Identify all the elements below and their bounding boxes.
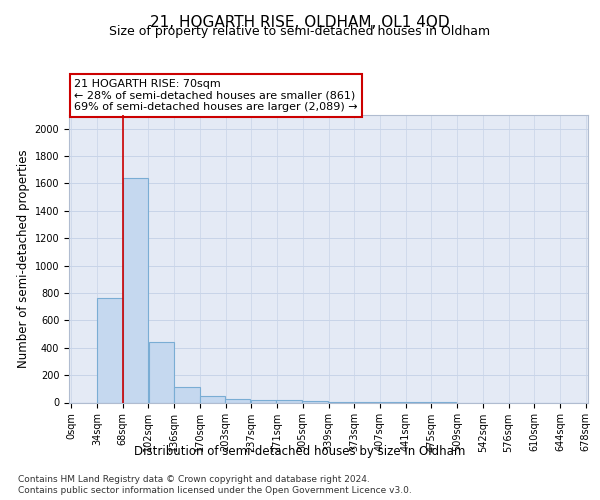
Bar bbox=[174, 387, 200, 402]
Text: Size of property relative to semi-detached houses in Oldham: Size of property relative to semi-detach… bbox=[109, 25, 491, 38]
Y-axis label: Number of semi-detached properties: Number of semi-detached properties bbox=[17, 150, 31, 368]
Bar bbox=[200, 396, 225, 402]
Bar bbox=[149, 342, 174, 402]
Text: 21, HOGARTH RISE, OLDHAM, OL1 4QD: 21, HOGARTH RISE, OLDHAM, OL1 4QD bbox=[150, 15, 450, 30]
Text: 21 HOGARTH RISE: 70sqm
← 28% of semi-detached houses are smaller (861)
69% of se: 21 HOGARTH RISE: 70sqm ← 28% of semi-det… bbox=[74, 79, 358, 112]
Bar bbox=[225, 398, 250, 402]
Bar bbox=[123, 178, 148, 402]
Bar bbox=[97, 298, 122, 403]
Bar bbox=[277, 400, 302, 402]
Text: Contains public sector information licensed under the Open Government Licence v3: Contains public sector information licen… bbox=[18, 486, 412, 495]
Text: Contains HM Land Registry data © Crown copyright and database right 2024.: Contains HM Land Registry data © Crown c… bbox=[18, 475, 370, 484]
Text: Distribution of semi-detached houses by size in Oldham: Distribution of semi-detached houses by … bbox=[134, 445, 466, 458]
Bar bbox=[251, 400, 276, 402]
